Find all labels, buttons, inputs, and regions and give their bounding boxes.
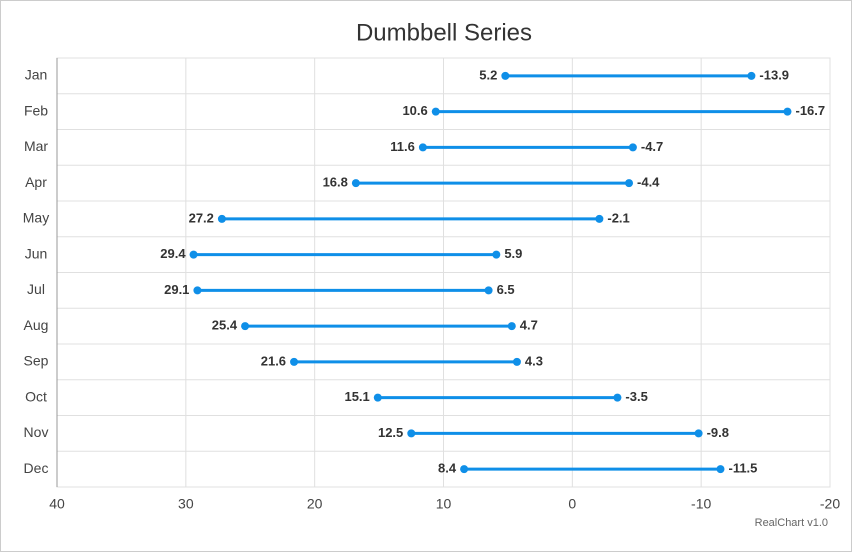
y-tick-label: Dec: [24, 460, 49, 476]
high-label: -3.5: [625, 389, 647, 404]
high-label: 5.9: [504, 246, 522, 261]
low-dot: [193, 286, 202, 295]
low-label: 21.6: [261, 353, 286, 368]
x-tick-label: 20: [307, 496, 323, 512]
high-dot: [783, 107, 792, 116]
low-label: 29.1: [164, 282, 189, 297]
low-label: 16.8: [323, 175, 348, 190]
high-label: -2.1: [607, 210, 629, 225]
x-tick-label: 30: [178, 496, 194, 512]
x-tick-label: 10: [436, 496, 452, 512]
y-tick-label: Aug: [24, 317, 49, 333]
x-tick-label: -20: [820, 496, 840, 512]
high-dot: [507, 322, 516, 331]
low-label: 29.4: [160, 246, 186, 261]
y-tick-label: Apr: [25, 174, 47, 190]
x-tick-label: 0: [568, 496, 576, 512]
high-dot: [625, 179, 634, 188]
low-label: 15.1: [344, 389, 369, 404]
low-dot: [290, 357, 299, 366]
low-dot: [501, 71, 510, 80]
x-tick-label: 40: [49, 496, 65, 512]
low-dot: [351, 179, 360, 188]
y-tick-label: Feb: [24, 102, 48, 118]
low-label: 11.6: [390, 139, 415, 154]
y-tick-label: Mar: [24, 138, 48, 154]
low-label: 8.4: [438, 461, 457, 476]
high-label: -4.7: [641, 139, 663, 154]
chart-title: Dumbbell Series: [356, 19, 532, 46]
high-dot: [628, 143, 637, 152]
low-label: 5.2: [479, 67, 497, 82]
y-tick-label: Jul: [27, 281, 45, 297]
low-dot: [241, 322, 250, 331]
low-label: 12.5: [378, 425, 403, 440]
high-label: 4.7: [520, 318, 538, 333]
credits: RealChart v1.0: [755, 517, 828, 529]
high-dot: [492, 250, 501, 259]
high-label: 6.5: [497, 282, 515, 297]
low-dot: [373, 393, 382, 402]
low-label: 25.4: [212, 318, 238, 333]
low-dot: [217, 214, 226, 223]
high-dot: [694, 429, 703, 438]
y-tick-label: Sep: [24, 353, 49, 369]
high-label: -11.5: [728, 461, 757, 476]
low-dot: [418, 143, 427, 152]
high-label: -16.7: [795, 103, 825, 118]
low-dot: [189, 250, 198, 259]
low-dot: [460, 465, 469, 474]
high-dot: [716, 465, 725, 474]
high-dot: [747, 71, 756, 80]
low-dot: [431, 107, 440, 116]
high-label: -4.4: [637, 175, 660, 190]
y-tick-label: Oct: [25, 388, 47, 404]
y-tick-label: Jun: [25, 245, 48, 261]
high-label: -9.8: [707, 425, 729, 440]
y-tick-label: Nov: [24, 424, 49, 440]
low-dot: [407, 429, 416, 438]
y-tick-label: May: [23, 210, 49, 226]
high-label: 4.3: [525, 353, 543, 368]
low-label: 27.2: [189, 210, 214, 225]
high-dot: [595, 214, 604, 223]
high-dot: [512, 357, 521, 366]
y-tick-label: Jan: [25, 67, 48, 83]
x-tick-label: -10: [691, 496, 711, 512]
high-dot: [484, 286, 493, 295]
high-dot: [613, 393, 622, 402]
high-label: -13.9: [759, 67, 789, 82]
low-label: 10.6: [402, 103, 427, 118]
